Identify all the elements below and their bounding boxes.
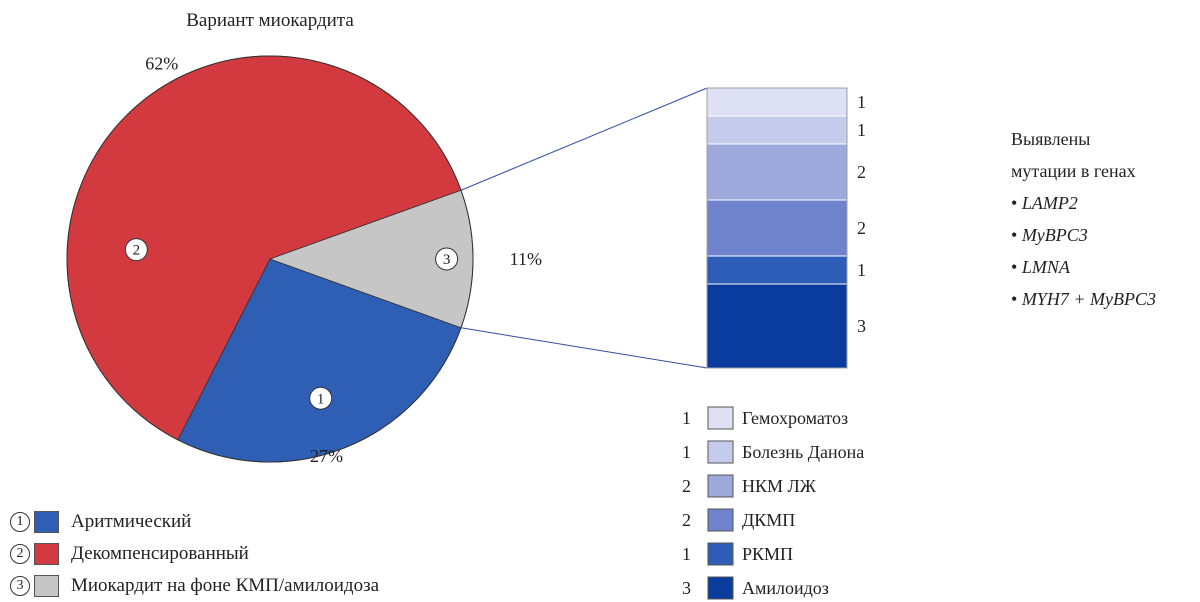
stack-legend-label: Гемохроматоз xyxy=(742,408,848,428)
pie-legend-swatch xyxy=(34,575,59,597)
stack-segment xyxy=(706,199,848,257)
connector-line xyxy=(460,87,708,191)
stack-segment xyxy=(706,283,848,369)
slice-number: 2 xyxy=(133,243,141,259)
stack-legend-count: 2 xyxy=(682,510,691,530)
pie-legend-item: 2 Декомпенсированный xyxy=(10,538,379,570)
pie-legend: 1 Аритмический 2 Декомпенсированный 3 Миокард… xyxy=(10,506,379,602)
pie-legend-swatch xyxy=(34,511,59,533)
stack-segment xyxy=(706,115,848,145)
stack-legend-label: Амилоидоз xyxy=(742,578,829,598)
stack-legend-count: 1 xyxy=(682,408,691,428)
pie-legend-number: 1 xyxy=(10,512,30,532)
mutations-heading-line2: мутации в генах xyxy=(1011,161,1136,181)
pie-legend-swatch xyxy=(34,543,59,565)
gene-item: • LMNA xyxy=(1011,257,1070,277)
stack-segment-value: 3 xyxy=(857,316,866,336)
stack-legend-label: РКМП xyxy=(742,544,793,564)
stack-legend-swatch xyxy=(707,508,734,532)
slice-number: 1 xyxy=(317,391,325,407)
stack-legend-swatch xyxy=(707,576,734,600)
stack-segment-value: 2 xyxy=(857,162,866,182)
stack-legend-swatch xyxy=(707,542,734,566)
slice-percent-label: 62% xyxy=(145,54,178,74)
slice-number-badge: 1 xyxy=(309,386,333,410)
stack-legend-label: НКМ ЛЖ xyxy=(742,476,817,496)
gene-item: • MyBPC3 xyxy=(1011,225,1088,245)
pie-legend-item: 1 Аритмический xyxy=(10,506,379,538)
stack-legend-swatch xyxy=(707,406,734,430)
gene-item: • MYH7 + MyBPC3 xyxy=(1011,289,1156,309)
pie-legend-number: 2 xyxy=(10,544,30,564)
pie-title: Вариант миокардита xyxy=(186,10,354,31)
slice-number-badge: 2 xyxy=(124,238,148,262)
connector-lines xyxy=(460,87,708,369)
pie-legend-label: Аритмический xyxy=(71,511,192,532)
pie-legend-item: 3 Миокардит на фоне КМП/амилоидоза xyxy=(10,570,379,602)
stack-segment-value: 1 xyxy=(857,92,866,112)
pie-legend-label: Миокардит на фоне КМП/амилоидоза xyxy=(71,575,380,596)
stack-segment xyxy=(706,87,848,117)
stack-legend-count: 2 xyxy=(682,476,691,496)
slice-number-badge: 3 xyxy=(435,247,459,271)
stack-legend-count: 1 xyxy=(682,544,691,564)
mutations-heading-line1: Выявлены xyxy=(1011,129,1091,149)
pie-legend-number: 3 xyxy=(10,576,30,596)
stack-segment xyxy=(706,255,848,285)
stack-legend-swatch xyxy=(707,440,734,464)
stack-legend-label: ДКМП xyxy=(742,510,795,530)
pie-legend-label: Декомпенсированный xyxy=(71,543,249,564)
stack-legend-swatch xyxy=(707,474,734,498)
mutations-list: Выявлены мутации в генах • LAMP2 • MyBPC… xyxy=(1011,123,1156,315)
pie-chart: 1 27% 2 62% 3 11% xyxy=(66,54,542,466)
stacked-bar-legend: 1 Гемохроматоз 1 Болезнь Данона 2 НКМ ЛЖ 2 ДКМП… xyxy=(682,406,864,600)
stack-segment-value: 2 xyxy=(857,218,866,238)
stack-segment xyxy=(706,143,848,201)
stack-segment-value: 1 xyxy=(857,260,866,280)
stacked-bar: 1 1 2 2 1 3 xyxy=(706,87,866,369)
stack-legend-label: Болезнь Данона xyxy=(742,442,864,462)
slice-number: 3 xyxy=(443,252,451,268)
stack-segment-value: 1 xyxy=(857,120,866,140)
stack-outline xyxy=(706,87,848,369)
slice-percent-label: 11% xyxy=(510,249,542,269)
gene-item: • LAMP2 xyxy=(1011,193,1078,213)
stack-legend-count: 3 xyxy=(682,578,691,598)
stack-legend-count: 1 xyxy=(682,442,691,462)
connector-line xyxy=(460,327,708,369)
pie-outline xyxy=(66,55,474,463)
slice-percent-label: 27% xyxy=(310,446,343,466)
